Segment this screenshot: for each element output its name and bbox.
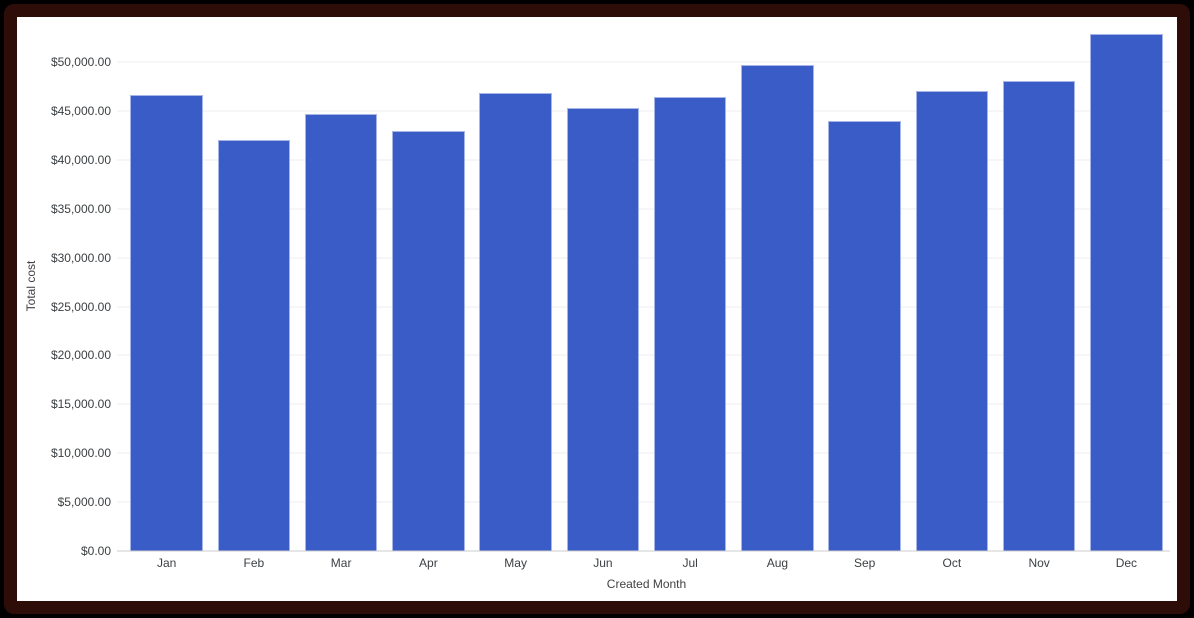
bar-band [559,21,646,551]
y-gridline [117,403,1170,405]
y-tick-label: $30,000.00 [50,250,111,265]
bar-feb [217,140,291,551]
y-tick-label: $40,000.00 [50,152,111,167]
y-tick-label: $5,000.00 [57,495,111,510]
bar-band [734,21,821,551]
x-tick-label: May [504,556,527,570]
y-gridline [117,110,1170,112]
bar-band [996,21,1083,551]
y-gridline [117,452,1170,454]
bar-may [479,93,552,551]
bar-mar [304,113,378,551]
x-tick-label: Sep [853,556,876,570]
y-tick-label: $20,000.00 [50,348,111,363]
x-tick-label: Dec [1115,556,1138,570]
bar-band [647,21,734,551]
bar-jul [653,97,727,551]
y-gridline [117,306,1170,308]
y-gridline [117,159,1170,161]
x-axis-line [117,550,1170,552]
x-tick-label: Nov [1028,556,1050,570]
x-tick-label: Jul [682,556,698,570]
x-tick-label: Feb [243,556,265,570]
x-axis-labels: Jan Feb Mar Apr May Jun Jul Aug Sep Oct Nov Dec [123,556,1170,572]
bar-band [123,21,210,551]
bar-band [210,21,297,551]
y-tick-label: $35,000.00 [50,201,111,216]
x-axis-title: Created Month [606,577,687,591]
y-gridline [117,208,1170,210]
x-tick-label: Apr [419,556,438,570]
y-tick-label: $50,000.00 [50,55,111,70]
y-tick-label: $25,000.00 [50,299,111,314]
bar-band [1083,21,1170,551]
x-tick-label: Jan [156,556,177,570]
y-gridline [117,354,1170,356]
y-gridline [117,501,1170,503]
x-tick-label: Oct [942,556,962,570]
bar-chart: Total cost $0.00 $5,000.00 $10,000.00 $15,0… [17,17,1177,601]
x-tick-label: Jun [593,556,613,570]
plot-area: $0.00 $5,000.00 $10,000.00 $15,000.00 $20,00… [51,21,1170,558]
bar-sep [828,120,901,551]
bars-row [123,21,1170,551]
y-tick-label: $10,000.00 [50,446,111,461]
y-gridline [117,61,1170,63]
bar-jan [130,95,203,551]
bar-apr [392,130,465,551]
bar-dec [1090,33,1163,551]
y-tick-label: $0.00 [80,544,111,558]
x-tick-label: Aug [766,556,789,570]
y-tick-label: $45,000.00 [50,103,111,118]
bar-band [298,21,385,551]
report-frame: Total cost $0.00 $5,000.00 $10,000.00 $15,0… [4,4,1190,614]
y-axis-title: Total cost [24,260,38,312]
bar-aug [741,65,814,551]
y-gridline [117,257,1170,259]
bar-jun [566,108,640,551]
bar-band [472,21,559,551]
y-tick-label: $15,000.00 [50,397,111,412]
bar-band [821,21,908,551]
bar-band [385,21,472,551]
x-tick-label: Mar [330,556,352,570]
bar-band [908,21,995,551]
bar-oct [915,91,989,551]
bar-nov [1002,80,1076,551]
